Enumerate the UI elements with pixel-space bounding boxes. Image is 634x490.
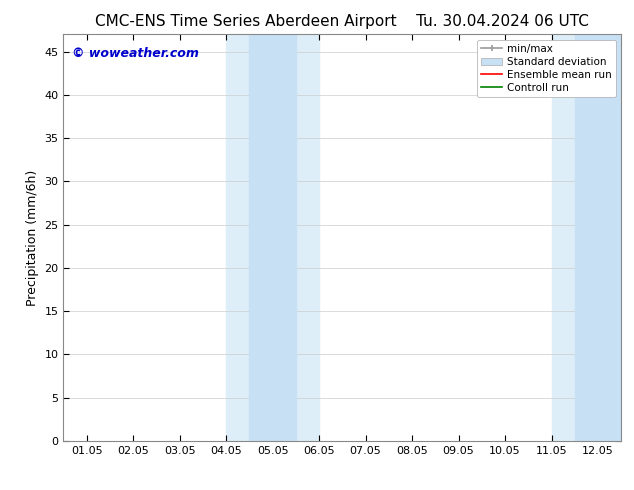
Bar [226,34,319,441]
Bar [575,34,621,441]
Bar [552,34,634,441]
Bar [249,34,296,441]
Title: CMC-ENS Time Series Aberdeen Airport    Tu. 30.04.2024 06 UTC: CMC-ENS Time Series Aberdeen Airport Tu.… [96,14,589,29]
Legend: min/max, Standard deviation, Ensemble mean run, Controll run: min/max, Standard deviation, Ensemble me… [477,40,616,97]
Text: © woweather.com: © woweather.com [72,47,198,59]
Y-axis label: Precipitation (mm/6h): Precipitation (mm/6h) [26,170,39,306]
